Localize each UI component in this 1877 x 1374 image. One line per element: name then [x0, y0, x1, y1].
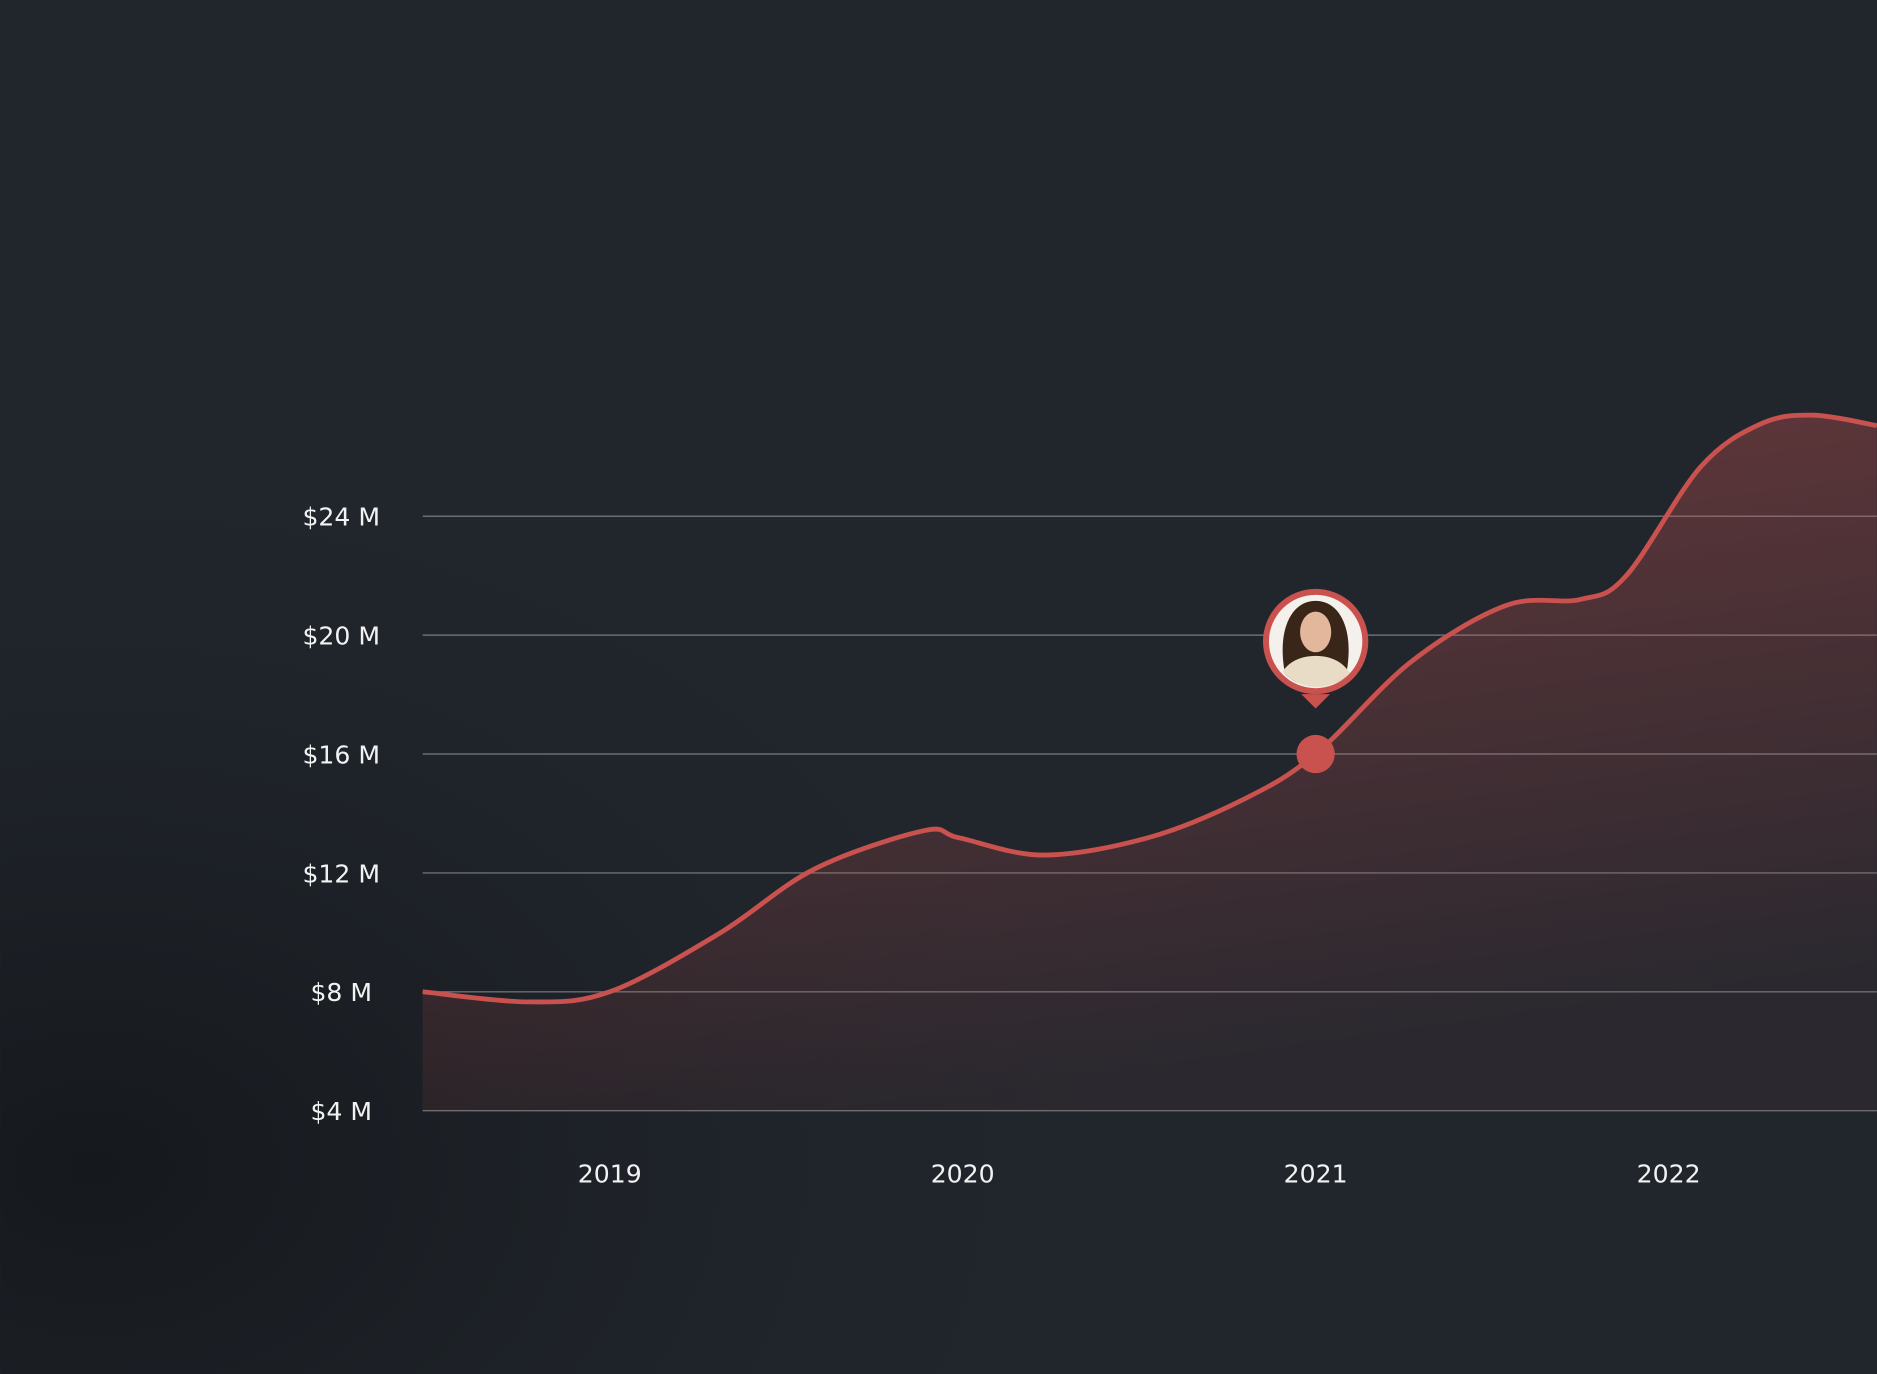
x-tick-label: 2020 [931, 1159, 995, 1188]
x-tick-label: 2022 [1637, 1159, 1701, 1188]
pin-tip [1301, 694, 1330, 709]
avatar-face [1300, 611, 1332, 653]
y-tick-label: $24 M [302, 503, 380, 532]
x-tick-label: 2019 [578, 1159, 642, 1188]
plot: $4 M $8 M $12 M $16 M $20 M $24 M 2019 2020 2021… [302, 412, 1877, 1188]
area [422, 415, 1877, 1111]
avatar-pin [1262, 588, 1369, 709]
y-tick-label: $12 M [302, 859, 380, 888]
highlight-point [1296, 734, 1335, 774]
y-tick-label: $20 M [302, 622, 380, 651]
y-tick-label: $16 M [302, 740, 380, 769]
y-tick-label: $4 M [310, 1097, 372, 1126]
y-tick-label: $8 M [310, 978, 372, 1007]
line [422, 412, 1877, 1005]
x-tick-label: 2021 [1284, 1159, 1348, 1188]
